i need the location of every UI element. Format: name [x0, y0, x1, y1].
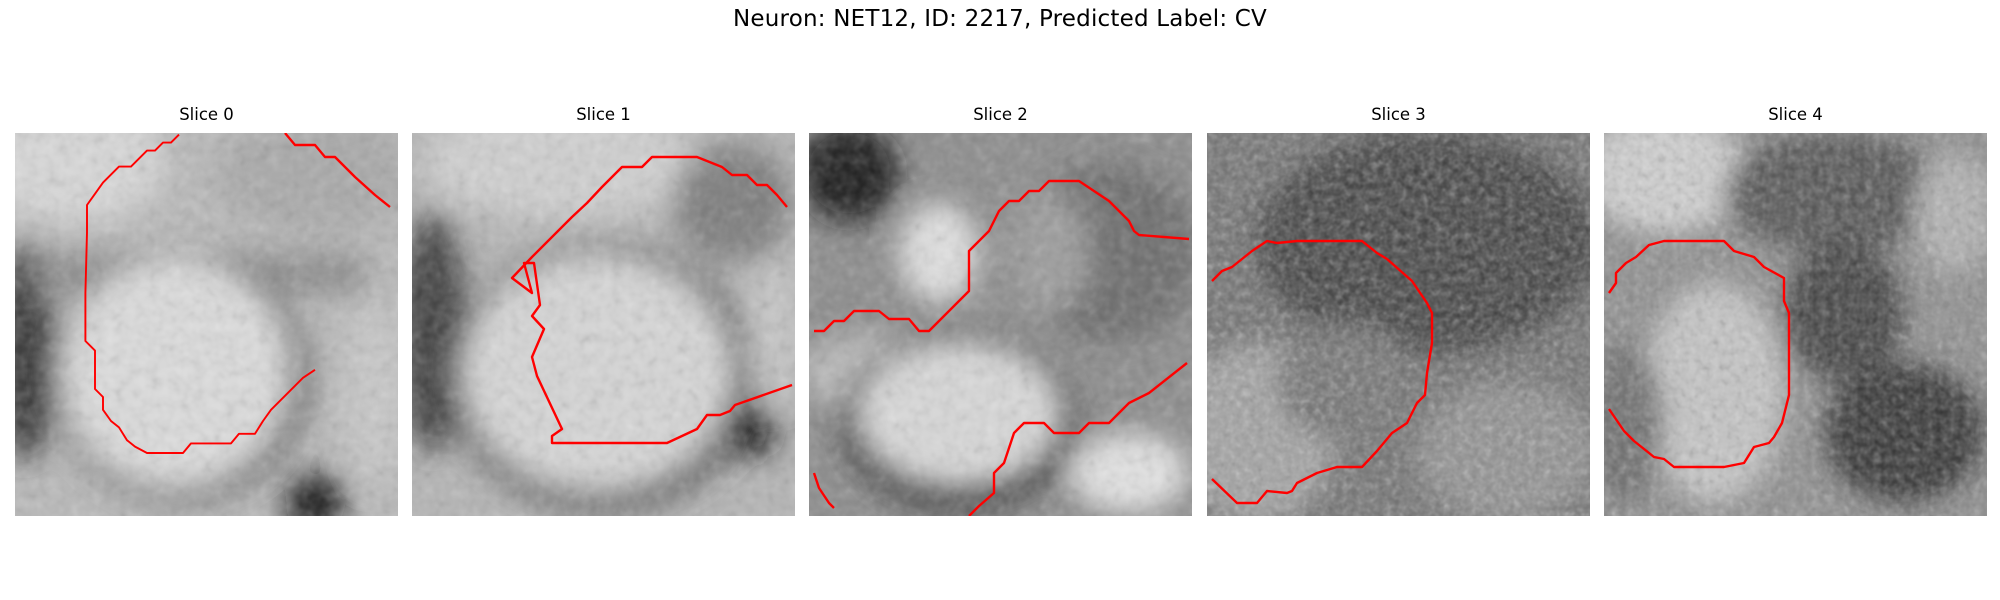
slice-image-2 — [809, 133, 1192, 516]
slice-title-0: Slice 0 — [179, 105, 234, 124]
slice-image-1 — [412, 133, 795, 516]
slice-title-3: Slice 3 — [1371, 105, 1426, 124]
slice-title-2: Slice 2 — [973, 105, 1028, 124]
slice-image-4 — [1604, 133, 1987, 516]
slice-title-1: Slice 1 — [576, 105, 631, 124]
slice-image-0 — [15, 133, 398, 516]
figure-title: Neuron: NET12, ID: 2217, Predicted Label… — [733, 6, 1267, 32]
slice-title-4: Slice 4 — [1768, 105, 1823, 124]
slice-image-3 — [1207, 133, 1590, 516]
